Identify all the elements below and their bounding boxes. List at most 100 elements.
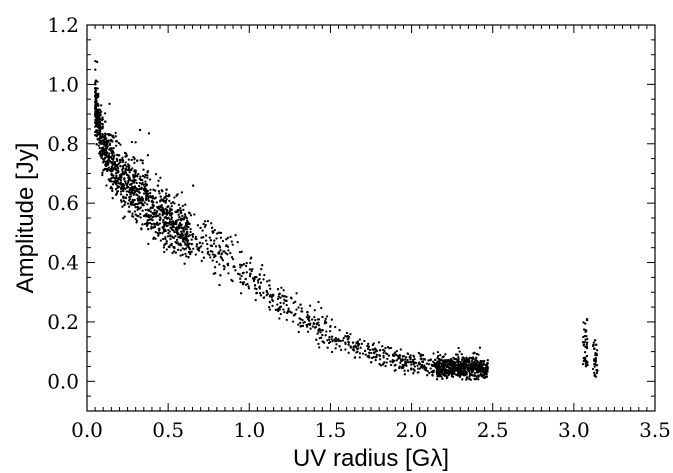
data-point [344,334,347,338]
data-point [262,296,265,300]
data-point [155,223,158,226]
data-point [457,370,461,373]
data-point [277,293,281,296]
data-point [594,339,597,342]
data-point [434,363,438,366]
data-point [584,322,587,325]
data-point [170,204,173,208]
data-point [334,337,337,340]
data-point [115,157,118,161]
data-point [187,251,191,254]
data-point [128,195,132,198]
data-point [127,166,131,170]
data-point [430,370,433,374]
data-point [110,172,113,176]
data-point [458,368,461,371]
data-point [429,358,432,361]
data-point [164,207,167,210]
data-point [455,368,458,371]
data-point [120,176,123,179]
data-point [229,235,232,239]
data-point [165,217,169,220]
data-point [347,343,350,346]
data-point [158,222,162,225]
data-point [130,140,134,144]
data-point [100,137,103,140]
data-point [436,366,439,370]
data-point [206,219,210,223]
data-point [219,274,222,277]
data-point [481,369,484,372]
data-point [151,206,154,209]
data-point [185,239,189,242]
data-point [159,239,163,242]
data-point [211,230,214,233]
data-point [138,187,141,190]
data-point [250,269,253,273]
data-point [189,230,192,234]
data-point [145,198,148,202]
data-point [159,199,162,202]
data-point [229,251,232,255]
data-point [147,197,150,201]
data-point [463,367,467,371]
x-tick-label: 1.0 [233,418,265,442]
data-point [123,203,126,207]
data-point [261,264,264,267]
data-point [97,144,101,147]
data-point [119,187,123,191]
data-point [119,158,122,162]
data-point [191,233,194,236]
data-point [478,346,482,349]
data-point [210,222,213,225]
data-point [300,307,303,310]
data-point [122,189,125,192]
data-point [181,234,184,237]
data-point [114,131,117,135]
data-point [128,169,131,172]
data-point [483,372,486,375]
data-point [134,141,137,144]
data-point [159,176,162,179]
data-point [139,175,142,178]
data-point [268,300,271,304]
data-point [321,340,324,343]
data-point [94,94,97,98]
data-point [122,199,125,202]
data-point [259,281,263,284]
data-point [158,229,161,232]
data-point [453,365,456,368]
data-point [329,340,332,344]
data-point [400,359,403,363]
data-point [284,299,287,303]
data-point [325,330,328,333]
data-point [297,323,300,326]
data-point [211,259,214,262]
data-point [101,125,105,128]
data-point [154,230,157,234]
data-point [108,133,112,137]
data-point [232,265,235,268]
data-point [142,183,146,187]
x-tick-label: 2.0 [396,418,428,442]
data-point [280,286,283,289]
data-point [122,173,125,176]
data-point [164,242,167,246]
data-point [352,345,355,348]
data-point [333,338,336,341]
data-point [585,360,588,363]
data-point [383,361,386,364]
data-point [161,199,164,202]
data-point [194,237,197,240]
data-point [113,163,117,166]
data-point [268,284,271,287]
data-point [136,206,139,209]
data-point [593,365,596,368]
data-point [278,308,281,311]
data-point [342,336,345,340]
data-point [112,180,115,183]
data-point [472,374,476,377]
data-point [477,378,480,381]
data-point [460,358,464,362]
data-point [182,208,185,212]
